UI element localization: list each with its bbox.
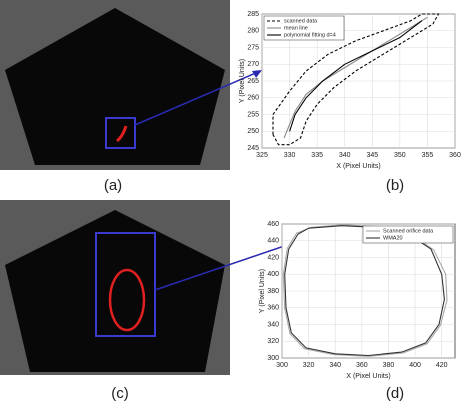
ultrasound-a (0, 0, 262, 170)
x-tick-label: 360 (449, 152, 461, 159)
panel-label: (c) (111, 385, 129, 402)
x-tick-label: 420 (436, 362, 448, 369)
x-tick-label: 330 (284, 152, 296, 159)
x-tick-label: 350 (394, 152, 406, 159)
x-axis-label: X (Pixel Units) (336, 163, 380, 170)
y-tick-label: 250 (247, 128, 259, 135)
y-tick-label: 400 (267, 271, 279, 278)
y-tick-label: 270 (247, 61, 259, 68)
legend-label: mean line (284, 25, 308, 31)
x-tick-label: 345 (366, 152, 378, 159)
y-tick-label: 280 (247, 28, 259, 35)
panel-label: (a) (104, 177, 122, 194)
y-tick-label: 380 (267, 288, 279, 295)
x-tick-label: 335 (311, 152, 323, 159)
y-axis-label: Y (Pixel Units) (239, 59, 246, 103)
panel-label: (b) (386, 177, 404, 194)
legend-label: polynomial fitting d=4 (284, 32, 336, 38)
y-tick-label: 260 (247, 95, 259, 102)
ultrasound-c (0, 200, 300, 375)
legend-label: WMA20 (383, 235, 403, 241)
data-line (272, 13, 440, 146)
data-line (289, 20, 423, 132)
y-tick-label: 440 (267, 238, 279, 245)
y-axis-label: Y (Pixel Units) (259, 269, 266, 313)
legend-label: scanned data (284, 18, 318, 24)
y-tick-label: 285 (247, 11, 259, 18)
y-tick-label: 340 (267, 321, 279, 328)
legend-box (362, 225, 454, 244)
x-tick-label: 340 (339, 152, 351, 159)
x-tick-label: 325 (256, 152, 268, 159)
x-tick-label: 355 (422, 152, 434, 159)
y-tick-label: 275 (247, 44, 259, 51)
y-tick-label: 320 (267, 338, 279, 345)
panel-label: (d) (386, 385, 404, 402)
x-tick-label: 400 (409, 362, 421, 369)
y-tick-label: 265 (247, 78, 259, 85)
data-line (283, 16, 428, 139)
y-tick-label: 360 (267, 305, 279, 312)
x-tick-label: 340 (329, 362, 341, 369)
x-tick-label: 360 (356, 362, 368, 369)
x-tick-label: 300 (276, 362, 288, 369)
y-tick-label: 300 (267, 355, 279, 362)
y-tick-label: 255 (247, 111, 259, 118)
x-tick-label: 380 (383, 362, 395, 369)
y-tick-label: 460 (267, 221, 279, 228)
y-tick-label: 420 (267, 254, 279, 261)
x-axis-label: X (Pixel Units) (346, 373, 390, 380)
legend-label: Scanned orifice data (383, 228, 434, 234)
x-tick-label: 320 (303, 362, 315, 369)
y-tick-label: 245 (247, 145, 259, 152)
